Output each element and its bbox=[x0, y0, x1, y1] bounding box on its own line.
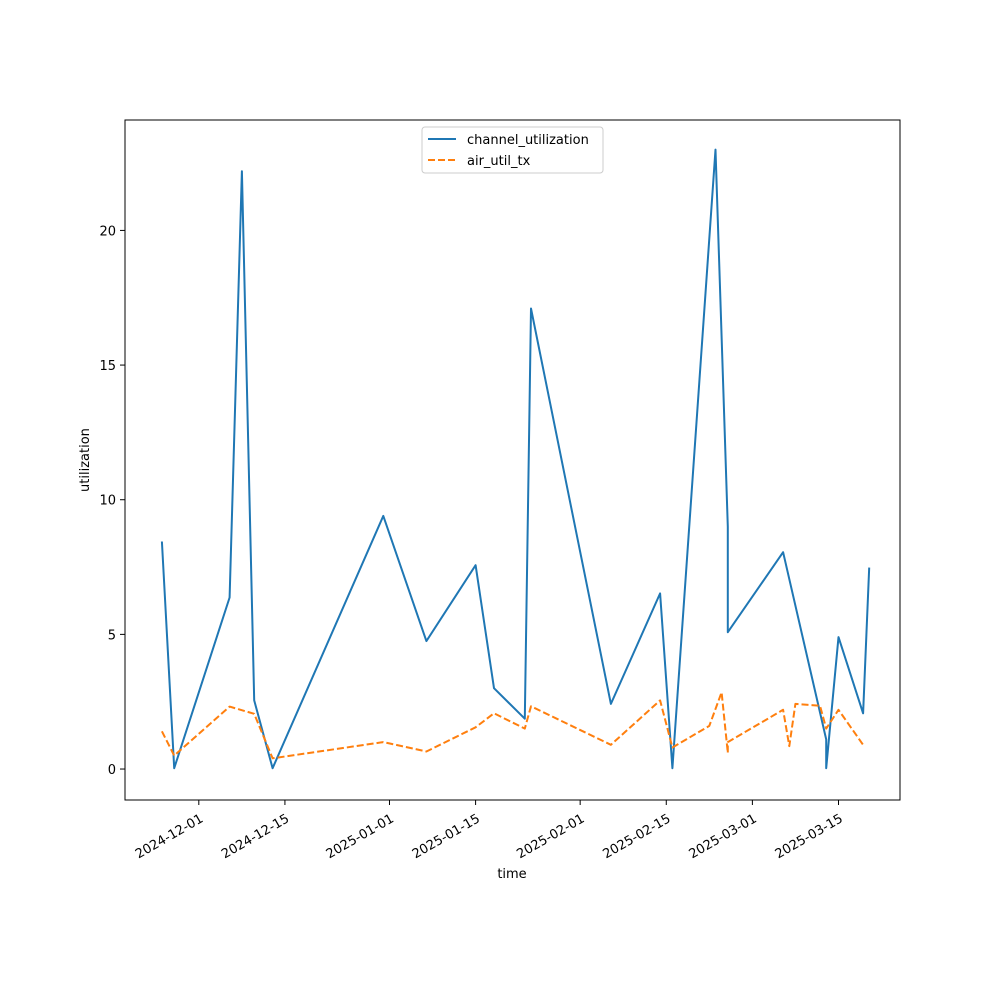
x-tick-label: 2025-03-15 bbox=[773, 811, 846, 862]
x-tick-label: 2025-03-01 bbox=[687, 811, 760, 862]
legend-label-channel-utilization: channel_utilization bbox=[467, 133, 589, 148]
plot-frame bbox=[124, 119, 901, 801]
x-tick-label: 2025-02-01 bbox=[514, 811, 587, 862]
y-tick-label: 5 bbox=[108, 628, 116, 643]
x-axis-label: time bbox=[497, 867, 526, 882]
series-line-air-util-tx bbox=[161, 691, 864, 760]
y-axis-label: utilization bbox=[78, 428, 93, 492]
x-tick-label: 2024-12-01 bbox=[133, 811, 206, 862]
y-tick-label: 15 bbox=[99, 359, 116, 374]
y-tick-label: 10 bbox=[99, 494, 116, 509]
y-tick-label: 20 bbox=[99, 224, 116, 239]
legend-label-air-util-tx: air_util_tx bbox=[467, 154, 531, 169]
legend: channel_utilization air_util_tx bbox=[421, 126, 604, 174]
x-tick-label: 2025-01-01 bbox=[324, 811, 397, 862]
x-tick-label: 2025-02-15 bbox=[601, 811, 674, 862]
y-axis: 0 5 10 15 20 bbox=[99, 224, 125, 778]
x-axis: 2024-12-01 2024-12-15 2025-01-01 2025-01-15… bbox=[133, 800, 846, 862]
x-tick-label: 2024-12-15 bbox=[219, 811, 292, 862]
x-tick-label: 2025-01-15 bbox=[410, 811, 483, 862]
legend-box bbox=[421, 126, 604, 174]
series-line-channel-utilization bbox=[160, 148, 871, 770]
series-layer bbox=[160, 148, 871, 770]
y-tick-label: 0 bbox=[108, 763, 116, 778]
